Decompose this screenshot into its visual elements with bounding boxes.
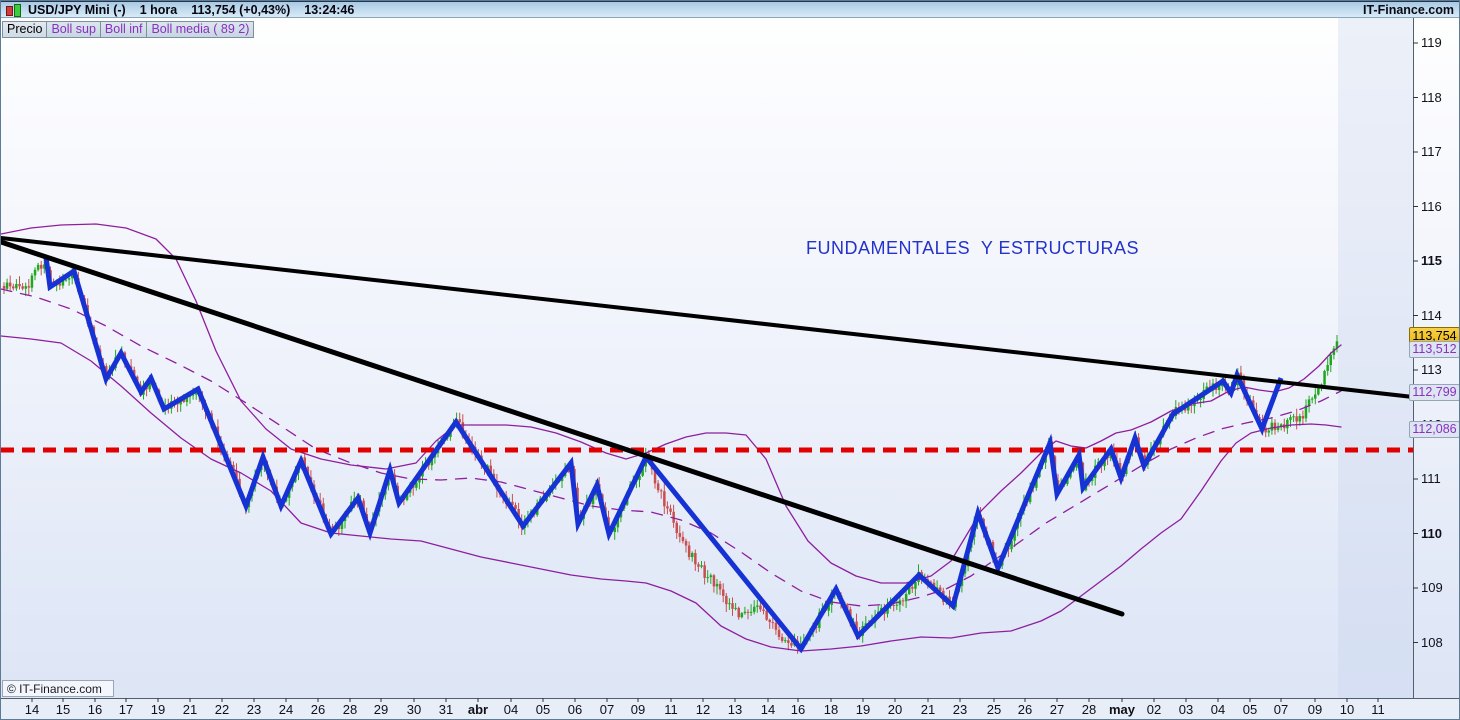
symbol-label: USD/JPY Mini (-) [28,2,126,17]
y-axis-label: 116 [1421,198,1442,214]
x-axis-label: 28 [342,702,358,717]
x-axis-label: 16 [790,702,806,717]
y-axis-label: 109 [1421,580,1443,595]
trendline-1[interactable] [1,236,1415,399]
x-axis-label: 16 [87,702,103,717]
x-axis-label: 19 [855,702,871,717]
x-axis-label: 29 [373,702,389,717]
brand-link[interactable]: IT-Finance.com [1363,3,1454,17]
x-axis-label: may [1108,702,1136,717]
y-axis-label: 115 [1421,253,1442,268]
x-axis-label: 11 [664,702,678,717]
x-axis-label: abr [467,702,489,717]
chart-text-annotation[interactable]: FUNDAMENTALES Y ESTRUCTURAS [806,238,1140,258]
x-axis-label: 11 [1371,702,1385,717]
x-axis-label: 14 [760,702,776,717]
x-axis-label: 19 [150,702,166,717]
x-axis-label: 06 [567,702,583,717]
tab-boll-inf[interactable]: Boll inf [99,21,148,38]
watermark: © IT-Finance.com [2,680,114,697]
x-axis-label: 15 [55,702,71,717]
x-axis-label: 02 [1146,702,1162,717]
y-axis-label: 114 [1421,307,1442,323]
y-axis-label: 111 [1421,471,1441,486]
bollinger-lower-band [1,335,1342,652]
x-axis-label: 05 [535,702,551,717]
x-axis-label: 20 [887,702,903,717]
x-axis-label: 04 [1210,702,1226,717]
future-zone [1338,18,1413,698]
tab-boll-media[interactable]: Boll media ( 89 2) [146,21,255,38]
x-axis-label: 18 [823,702,839,717]
trendline-2[interactable] [1,239,1125,617]
tab-precio[interactable]: Precio [2,21,48,38]
y-axis-label: 117 [1421,144,1442,159]
y-axis-label: 108 [1421,634,1443,650]
tab-boll-sup[interactable]: Boll sup [46,21,101,38]
indicator-price-badge: 112,086 [1409,421,1459,438]
x-axis-label: 25 [986,702,1002,717]
x-axis-label: 22 [214,702,230,717]
x-axis-label: 09 [1307,702,1323,717]
x-axis-label: 07 [599,702,615,717]
x-axis-label: 03 [1178,702,1194,717]
x-axis-label: 30 [406,702,422,717]
x-axis-label: 26 [310,702,326,717]
title-bar: USD/JPY Mini (-) 1 hora 113,754 (+0,43%)… [1,1,1459,18]
x-axis-label: 09 [630,702,646,717]
x-axis-label: 26 [1017,702,1033,717]
x-axis-label: 27 [1049,702,1065,717]
indicator-price-badge: 113,512 [1409,341,1459,358]
x-axis-label: 23 [246,702,262,717]
y-axis-label: 113 [1421,362,1442,377]
x-axis-label: 17 [118,702,134,717]
x-axis-label: 23 [952,702,968,717]
y-axis-label: 118 [1421,89,1442,105]
bollinger-middle-band [1,288,1342,607]
candles [2,257,1339,654]
time-axis[interactable] [1,699,1459,719]
x-axis-label: 14 [24,702,40,717]
y-axis-label: 110 [1421,525,1442,541]
candlestick-icon [5,3,22,17]
x-axis-label: 12 [695,702,711,717]
x-axis-label: 04 [503,702,519,717]
x-axis-label: 07 [1273,702,1289,717]
zigzag-line[interactable] [43,256,1284,654]
x-axis-label: 13 [727,702,743,717]
clock-label: 13:24:46 [304,2,355,17]
indicator-price-badge: 112,799 [1409,384,1459,401]
legend-tabs: Precio Boll sup Boll inf Boll media ( 89… [2,21,255,38]
x-axis-label: 05 [1242,702,1258,717]
x-axis-label: 21 [920,702,936,717]
x-axis-label: 28 [1081,702,1097,717]
y-axis-label: 119 [1421,35,1442,50]
x-axis-label: 31 [438,702,454,717]
timeframe-label: 1 hora [139,2,178,17]
x-axis-label: 21 [182,702,198,717]
x-axis-label: 24 [278,702,294,717]
last-price-label: 113,754 (+0,43%) [191,2,291,17]
x-axis-label: 10 [1339,702,1355,717]
